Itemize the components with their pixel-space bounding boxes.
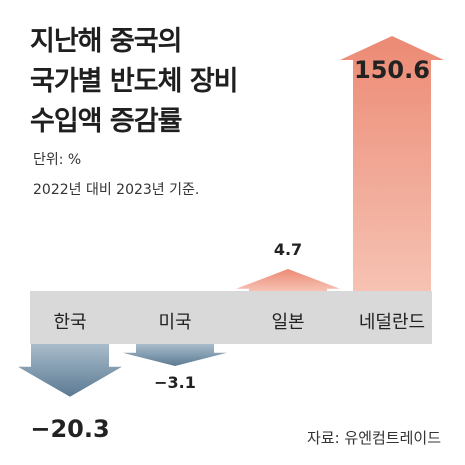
title-line-2: 국가별 반도체 장비 [30, 66, 239, 97]
bar-4 [340, 36, 444, 291]
source-note: 자료: 유엔컴트레이드 [306, 429, 441, 447]
title-line-3: 수입액 증감률 [30, 106, 182, 137]
value-label-3: 4.7 [274, 240, 302, 259]
category-label-3: 일본 [271, 312, 304, 333]
value-label-1: −20.3 [30, 415, 109, 443]
chart-title: 지난해 중국의 국가별 반도체 장비 수입액 증감률 [30, 22, 239, 142]
bar-3 [236, 269, 340, 291]
bar-1 [18, 344, 122, 397]
category-label-4: 네덜란드 [359, 312, 425, 333]
basis-note: 2022년 대비 2023년 기준. [33, 182, 200, 198]
value-label-2: −3.1 [154, 373, 196, 392]
category-label-1: 한국 [53, 312, 86, 333]
value-label-4: 150.6 [354, 56, 430, 84]
bar-2 [123, 344, 227, 366]
category-band [30, 291, 432, 344]
title-line-1: 지난해 중국의 [30, 26, 182, 57]
category-label-2: 미국 [158, 312, 191, 333]
unit-label: 단위: % [33, 152, 82, 168]
